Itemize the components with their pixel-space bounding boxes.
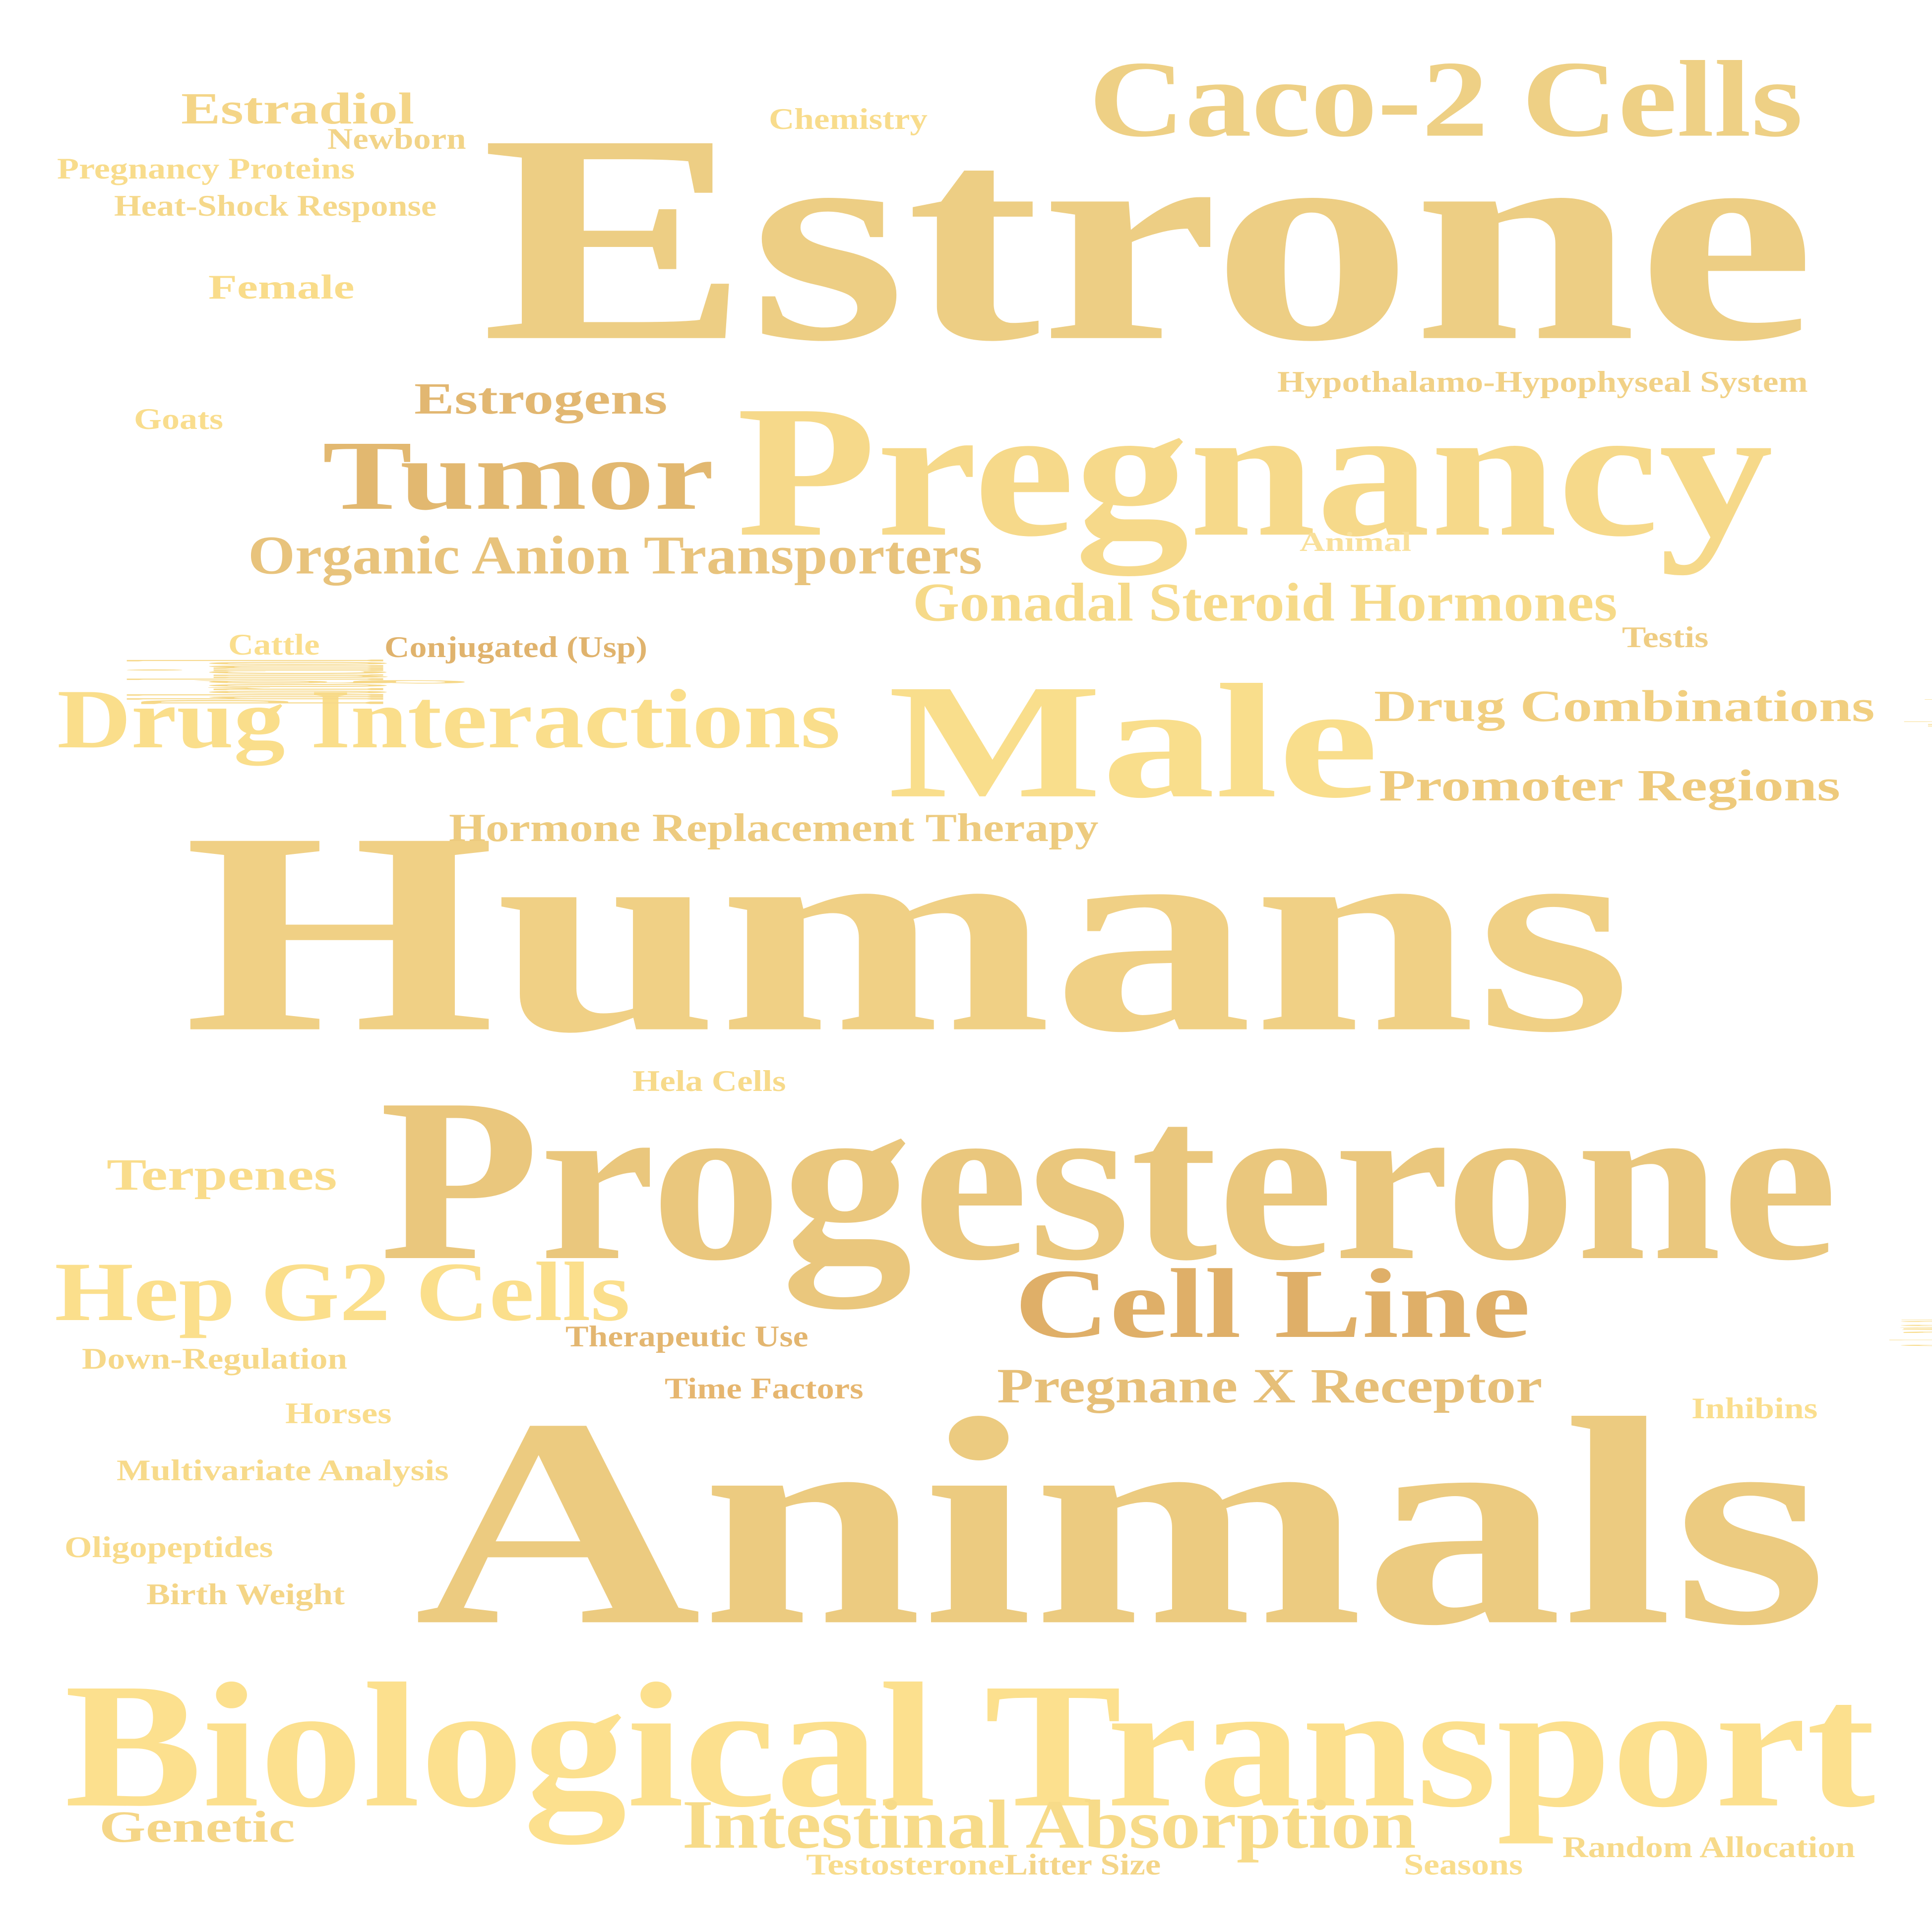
word-cytochrome-p-450-cyp3a: Cytochrome P-450 Cyp3A: [1818, 1319, 1932, 1346]
word-hela-cells: Hela Cells: [632, 1065, 786, 1097]
word-estrogens: Estrogens: [414, 374, 668, 423]
word-humans: Humans: [184, 773, 1632, 1092]
word-oligopeptides: Oligopeptides: [64, 1531, 273, 1564]
word-animals: Animals: [414, 1357, 1828, 1687]
word-female: Female: [208, 268, 355, 306]
word-down-regulation: Down-Regulation: [82, 1342, 348, 1375]
word-testis: Testis: [1622, 621, 1709, 654]
word-tumor: Tumor: [322, 421, 714, 531]
word-phloroglucinol: Phloroglucinol: [59, 659, 466, 704]
word-chemistry: Chemistry: [769, 103, 928, 135]
word-cell-line: Cell Line: [1014, 1249, 1531, 1359]
word-pregnancy: Pregnancy: [737, 366, 1773, 576]
word-cattle: Cattle: [228, 628, 320, 661]
word-hep-g2-cells: Hep G2 Cells: [55, 1245, 630, 1338]
word-intestinal-absorption: Intestinal Absorption: [682, 1786, 1416, 1863]
word-seasons: Seasons: [1404, 1848, 1523, 1881]
word-animal: Animal: [1300, 527, 1412, 557]
word-birth-weight: Birth Weight: [146, 1578, 345, 1611]
word-pregnane-x-receptor: Pregnane X Receptor: [997, 1358, 1543, 1413]
word-medroxyprogesterone-acetate: Medroxyprogesterone Acetate: [1795, 691, 1932, 726]
word-inhibins: Inhibins: [1691, 1392, 1818, 1425]
word-progesterone: Progesterone: [379, 1051, 1838, 1309]
word-estrone: Estrone: [481, 73, 1815, 403]
word-biological-transport: Biological Transport: [64, 1646, 1875, 1845]
word-estradiol: Estradiol: [181, 84, 415, 133]
word-multivariate-analysis: Multivariate Analysis: [117, 1454, 449, 1487]
word-male: Male: [888, 650, 1379, 832]
word-testosterone: Testosterone: [806, 1848, 1004, 1881]
word-caco-2-cells: Caco-2 Cells: [1089, 38, 1803, 160]
word-hypothalamo-hypophyseal-system: Hypothalamo-Hypophyseal System: [1277, 365, 1808, 398]
word-time-factors: Time Factors: [665, 1372, 864, 1405]
word-promoter-regions: Promoter Regions: [1379, 761, 1841, 810]
word-random-allocation: Random Allocation: [1562, 1831, 1856, 1864]
word-conjugated-usp: Conjugated (Usp): [384, 631, 648, 664]
word-drug-interactions: Drug Interactions: [57, 672, 841, 766]
word-heat-shock-response: Heat-Shock Response: [114, 189, 437, 222]
word-organic-anion-transporters: Organic Anion Transporters: [248, 525, 983, 586]
word-therapeutic-use: Therapeutic Use: [565, 1320, 809, 1353]
word-pregnancy-proteins: Pregnancy Proteins: [57, 152, 355, 185]
word-hormone-replacement-therapy: Hormone Replacement Therapy: [449, 806, 1099, 850]
word-litter-size: Litter Size: [1004, 1848, 1161, 1881]
word-terpenes: Terpenes: [107, 1150, 337, 1200]
word-newborn: Newborn: [327, 122, 466, 155]
word-genetic: Genetic: [99, 1803, 295, 1852]
word-gonadal-steroid-hormones: Gonadal Steroid Hormones: [913, 572, 1618, 633]
word-goats: Goats: [134, 403, 223, 435]
word-horses: Horses: [285, 1397, 392, 1430]
word-drug-combinations: Drug Combinations: [1374, 682, 1875, 731]
